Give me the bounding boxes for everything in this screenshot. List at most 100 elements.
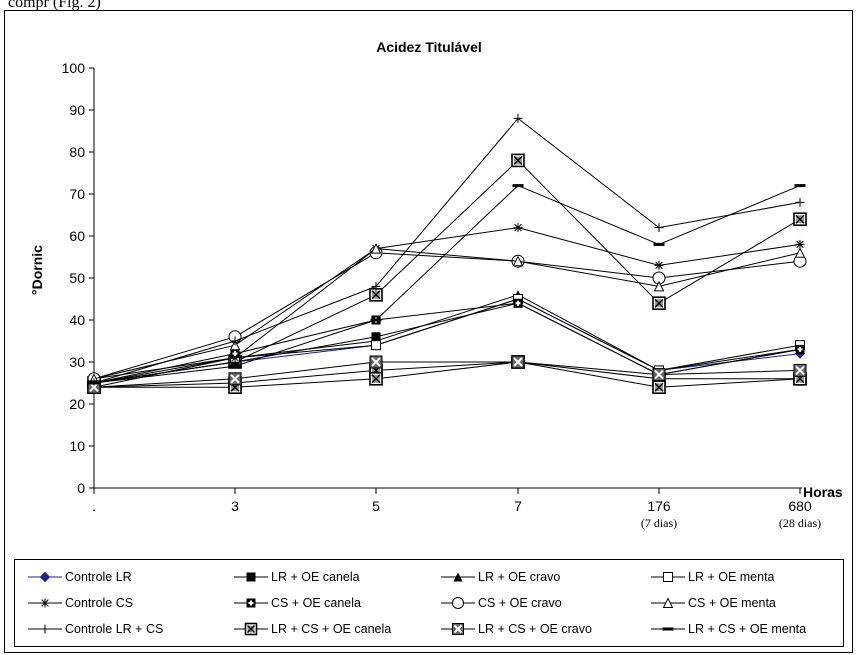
legend-label: Controle LR [65,570,132,584]
x-tick-label: 5 [372,498,380,514]
x-axis-title: Horas [803,484,843,500]
series-11 [88,184,806,385]
marker-square-x-cross [247,625,255,633]
chart-title: Acidez Titulável [376,39,482,55]
y-tick-label: 40 [69,312,85,328]
marker-square-plus-cross [232,351,238,357]
marker-square-plus-cross [797,346,803,352]
marker-asterisk [795,239,805,249]
legend-swatch [28,624,62,634]
y-tick-label: 100 [62,60,86,76]
y-tick-label: 30 [69,354,85,370]
series-line [93,227,801,384]
legend-label: Controle CS [65,596,134,610]
marker-plus [654,223,664,233]
series-line [93,361,801,388]
series-line [93,252,801,380]
series-line [93,159,801,384]
legend-swatch [441,572,475,582]
y-tick-label: 70 [69,186,85,202]
marker-square-x-bold-cross [89,382,99,392]
legend-label: CS + OE menta [688,596,776,610]
marker-dash [653,242,665,246]
marker-dash [370,318,382,322]
series-line [93,302,801,384]
y-tick-label: 20 [69,396,85,412]
legend-swatch [234,572,268,582]
legend-item: Controle LR [27,568,132,586]
legend-label: LR + OE canela [271,570,360,584]
x-tick-label: . [92,498,96,514]
marker-square-x-cross [654,298,664,308]
legend-swatch [234,598,268,608]
series-line [93,185,801,384]
legend-label: LR + OE menta [688,570,775,584]
marker-square-x-cross [795,214,805,224]
y-axis-title: °Dornic [29,245,45,295]
y-tick-label: 10 [69,438,85,454]
x-tick-sublabel: (7 dias) [641,516,677,530]
legend-item: LR + OE cravo [440,568,560,586]
legend-item: LR + CS + OE menta [650,620,806,638]
marker-square-plus-cross [248,600,254,606]
legend-label: LR + CS + OE canela [271,622,392,636]
marker-plus [513,113,523,123]
marker-dash [662,627,674,631]
marker-plus [795,197,805,207]
marker-dash [794,184,806,188]
marker-square-open [371,340,381,351]
series-5 [89,298,805,388]
marker-plus [230,336,240,346]
x-tick-label: 7 [514,498,522,514]
marker-asterisk [513,223,523,233]
chart-svg: Acidez Titulável 0 10 20 30 40 50 60 70 80 90 100. 3… [29,39,843,530]
marker-circle-open [452,597,464,609]
x-tick-label: 3 [231,498,239,514]
series-2 [89,290,805,392]
legend-item: Controle LR + CS [27,620,163,638]
legend-item: Controle CS [27,594,133,612]
chart-legend: Controle LR LR + OE canela LR + OE cravo LR… [14,559,844,647]
marker-square-x-bold-cross [654,369,664,380]
marker-dash [512,184,524,188]
legend-swatch [651,572,685,582]
series-10 [87,355,807,394]
legend-item: CS + OE cravo [440,594,562,612]
series-8 [89,113,805,388]
marker-square-plus-cross [515,300,521,306]
marker-dash [229,364,241,368]
series-4 [89,223,805,388]
marker-triangle-open [512,255,524,267]
marker-square-x-bold-cross [513,357,523,367]
x-tick-sublabel: (28 dias) [779,516,821,530]
marker-triangle [453,572,463,582]
legend-label: Controle LR + CS [65,622,164,636]
y-tick-label: 80 [69,144,85,160]
series-extra-0 [87,153,807,390]
legend-item: LR + OE menta [650,568,775,586]
marker-plus [40,624,50,634]
legend-item: LR + OE canela [233,568,360,586]
legend-swatch [28,571,62,583]
x-tick-label: 176 [647,498,671,514]
legend-swatch [441,623,475,635]
legend-item: CS + OE canela [233,594,361,612]
series-line [93,248,801,380]
y-tick-label: 0 [77,480,85,496]
legend-item: CS + OE menta [650,594,776,612]
marker-square-x-cross [371,290,381,300]
marker-square-x-bold-cross [795,365,805,376]
marker-asterisk [654,260,664,270]
marker-square-x-bold-cross [371,357,381,367]
series-line [93,302,801,384]
legend-label: LR + CS + OE menta [688,622,807,636]
marker-square-open [663,572,673,582]
marker-dash [88,381,100,385]
marker-triangle-open [653,280,665,292]
series-line [94,361,801,388]
marker-plus [371,281,381,291]
x-tick-label: 680 [788,498,812,514]
legend-swatch [28,598,62,608]
marker-asterisk [40,598,50,608]
legend-item: LR + CS + OE cravo [440,620,592,638]
